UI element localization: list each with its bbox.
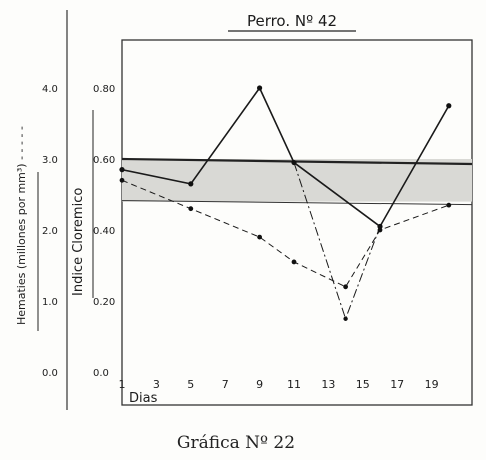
data-point	[188, 206, 194, 212]
chart-title: Perro. Nº 42	[247, 12, 337, 30]
plot-frame	[121, 39, 473, 406]
x-tick-label: 19	[425, 378, 439, 391]
series-line-dash-dot	[293, 162, 381, 321]
y-left-tick-label: 4.0	[42, 84, 58, 95]
x-tick-label: 7	[222, 378, 229, 391]
data-point	[343, 284, 348, 290]
data-point	[257, 85, 263, 91]
y-right-tick-label: 0.60	[93, 155, 115, 166]
y-left-tick-label: 1.0	[42, 297, 58, 308]
data-point	[377, 227, 383, 233]
x-tick-label: 13	[321, 378, 335, 391]
series-line-solid	[121, 86, 450, 228]
y-right-axis-label: Indice Cloremico	[71, 188, 86, 296]
y-right-tick-labels: 0.0 0.20 0.40 0.60 0.80	[93, 84, 115, 379]
y-left-tick-labels: 0.0 1.0 2.0 3.0 4.0	[42, 84, 58, 379]
figure-caption: Gráfica Nº 22	[177, 433, 295, 453]
y-right-tick-label: 0.0	[93, 368, 109, 379]
y-left-tick-label: 2.0	[42, 226, 58, 237]
x-tick-label: 9	[256, 378, 263, 391]
normal-range-lower-line	[121, 200, 473, 206]
data-point	[257, 234, 262, 240]
x-tick-label: 17	[390, 378, 404, 391]
data-point	[377, 224, 383, 229]
data-point	[119, 177, 125, 183]
data-series	[119, 85, 452, 321]
normal-range-upper-line	[121, 157, 473, 166]
data-point	[291, 259, 297, 265]
y-right-tick-label: 0.40	[93, 226, 115, 237]
x-tick-label: 11	[287, 378, 301, 391]
x-tick-label: 15	[356, 378, 370, 391]
data-point	[119, 167, 125, 173]
x-tick-label: 1	[119, 378, 126, 391]
y-right-tick-label: 0.80	[93, 84, 115, 95]
data-point	[343, 316, 348, 321]
x-tick-label: 5	[187, 378, 194, 391]
data-point	[188, 181, 194, 187]
y-left-tick-label: 3.0	[42, 155, 58, 166]
y-left-tick-label: 0.0	[42, 368, 58, 379]
data-point	[446, 103, 452, 109]
x-axis-label: Dias	[129, 391, 158, 406]
data-point	[291, 160, 297, 165]
data-point	[446, 202, 452, 208]
x-tick-labels: 1 3 5 7 9 11 13 15 17 19	[119, 378, 439, 391]
y-left-axis-label: Hematies (millones por mm³) - - - - -	[15, 126, 28, 325]
y-right-tick-label: 0.20	[93, 297, 115, 308]
x-tick-label: 3	[153, 378, 160, 391]
